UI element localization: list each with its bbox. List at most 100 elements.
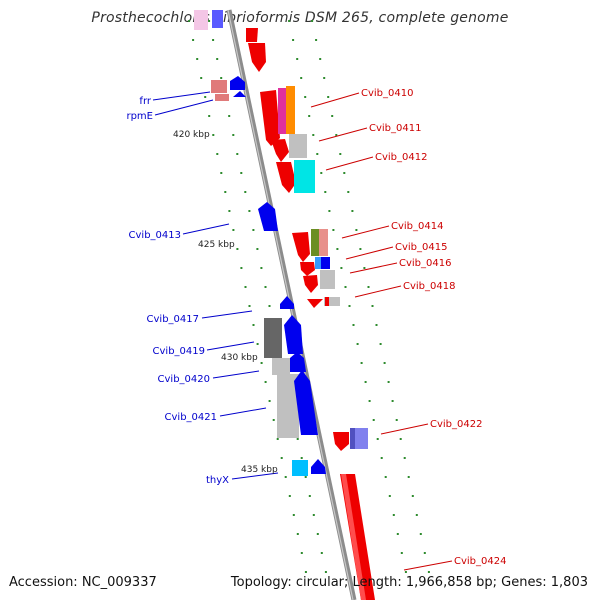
gene-block[interactable]: [212, 10, 223, 28]
tick-mark: [379, 343, 382, 345]
gene-arrow[interactable]: [341, 474, 366, 600]
gene-arrow[interactable]: [280, 296, 294, 309]
gene-block[interactable]: [321, 257, 330, 269]
gene-block[interactable]: [294, 160, 315, 193]
leader-line: [212, 370, 260, 379]
gene-block[interactable]: [320, 270, 335, 289]
gene-arrow[interactable]: [284, 315, 303, 354]
gene-label-cvib-0422[interactable]: Cvib_0422: [430, 419, 482, 430]
leader-line: [310, 92, 360, 108]
gene-arrow[interactable]: [294, 370, 318, 435]
tick-mark: [332, 229, 335, 231]
gene-block[interactable]: [215, 94, 229, 101]
gene-arrow[interactable]: [276, 162, 296, 193]
tick-mark: [384, 476, 387, 478]
tick-mark: [392, 514, 395, 516]
leader-line: [354, 285, 402, 298]
tick-mark: [232, 134, 235, 136]
gene-arrow[interactable]: [311, 459, 326, 474]
tick-mark: [288, 495, 291, 497]
gene-arrow[interactable]: [248, 43, 266, 72]
tick-mark: [296, 58, 299, 60]
gene-arrow[interactable]: [303, 275, 318, 293]
gene-label-cvib-0420[interactable]: Cvib_0420: [158, 374, 210, 385]
tick-mark: [316, 533, 319, 535]
gene-block[interactable]: [311, 229, 320, 256]
gene-label-rpmE[interactable]: rpmE: [126, 111, 153, 122]
gene-arrow[interactable]: [307, 299, 323, 308]
tick-mark: [315, 39, 318, 41]
gene-label-cvib-0411[interactable]: Cvib_0411: [369, 123, 421, 134]
tick-mark: [340, 267, 343, 269]
gene-label-cvib-0416[interactable]: Cvib_0416: [399, 258, 451, 269]
tick-mark: [304, 476, 307, 478]
gene-block[interactable]: [315, 257, 321, 269]
tick-mark: [228, 115, 231, 117]
gene-arrow[interactable]: [300, 262, 315, 276]
gene-block[interactable]: [292, 460, 308, 476]
tick-mark: [292, 514, 295, 516]
gene-block[interactable]: [325, 297, 329, 306]
gene-block[interactable]: [211, 80, 227, 93]
gene-label-cvib-0414[interactable]: Cvib_0414: [391, 221, 443, 232]
gene-block[interactable]: [278, 88, 287, 134]
leader-line: [380, 423, 429, 435]
gene-arrow[interactable]: [260, 90, 280, 146]
tick-mark: [427, 571, 430, 573]
gene-label-cvib-0413[interactable]: Cvib_0413: [129, 230, 181, 241]
tick-mark: [360, 362, 363, 364]
tick-mark: [244, 286, 247, 288]
tick-mark: [256, 248, 259, 250]
tick-mark: [224, 191, 227, 193]
tick-mark: [212, 39, 215, 41]
gene-arrow[interactable]: [271, 139, 289, 162]
gene-block[interactable]: [286, 86, 295, 134]
gene-block[interactable]: [264, 318, 282, 358]
gene-label-cvib-0418[interactable]: Cvib_0418: [403, 281, 455, 292]
tick-mark: [399, 438, 402, 440]
gene-block[interactable]: [350, 428, 355, 449]
tick-mark: [324, 571, 327, 573]
gene-label-cvib-0421[interactable]: Cvib_0421: [165, 412, 217, 423]
tick-mark: [359, 248, 362, 250]
gene-arrow[interactable]: [246, 28, 258, 42]
tick-mark: [387, 381, 390, 383]
gene-block[interactable]: [289, 134, 307, 158]
tick-mark: [423, 552, 426, 554]
tick-mark: [268, 305, 271, 307]
tick-mark: [264, 286, 267, 288]
gene-arrow[interactable]: [230, 76, 245, 90]
tick-mark: [411, 495, 414, 497]
gene-arrow[interactable]: [290, 352, 306, 372]
tick-mark: [252, 324, 255, 326]
tick-mark: [319, 58, 322, 60]
leader-line: [152, 91, 211, 101]
gene-arrow[interactable]: [233, 91, 246, 97]
tick-mark: [320, 172, 323, 174]
tick-mark: [391, 400, 394, 402]
gene-label-thyX[interactable]: thyX: [206, 475, 229, 486]
gene-arrow[interactable]: [258, 202, 278, 231]
gene-label-cvib-0412[interactable]: Cvib_0412: [375, 152, 427, 163]
gene-label-cvib-0424[interactable]: Cvib_0424: [454, 556, 506, 567]
gene-label-cvib-0417[interactable]: Cvib_0417: [147, 314, 199, 325]
gene-block[interactable]: [272, 358, 290, 375]
gene-block[interactable]: [324, 297, 340, 306]
tick-mark: [232, 229, 235, 231]
tick-mark: [316, 153, 319, 155]
gene-label-frr[interactable]: frr: [139, 96, 151, 107]
gene-arrow[interactable]: [292, 232, 310, 262]
tick-mark: [336, 248, 339, 250]
gene-block[interactable]: [319, 229, 328, 256]
tick-mark: [208, 20, 211, 22]
gene-arrow[interactable]: [333, 432, 349, 451]
accession-text: Accession: NC_009337: [9, 575, 157, 590]
gene-block[interactable]: [277, 374, 299, 438]
gene-block[interactable]: [194, 10, 208, 30]
gene-label-cvib-0410[interactable]: Cvib_0410: [361, 88, 413, 99]
tick-mark: [312, 134, 315, 136]
gene-label-cvib-0415[interactable]: Cvib_0415: [395, 242, 447, 253]
gene-label-cvib-0419[interactable]: Cvib_0419: [153, 346, 205, 357]
tick-mark: [192, 39, 195, 41]
